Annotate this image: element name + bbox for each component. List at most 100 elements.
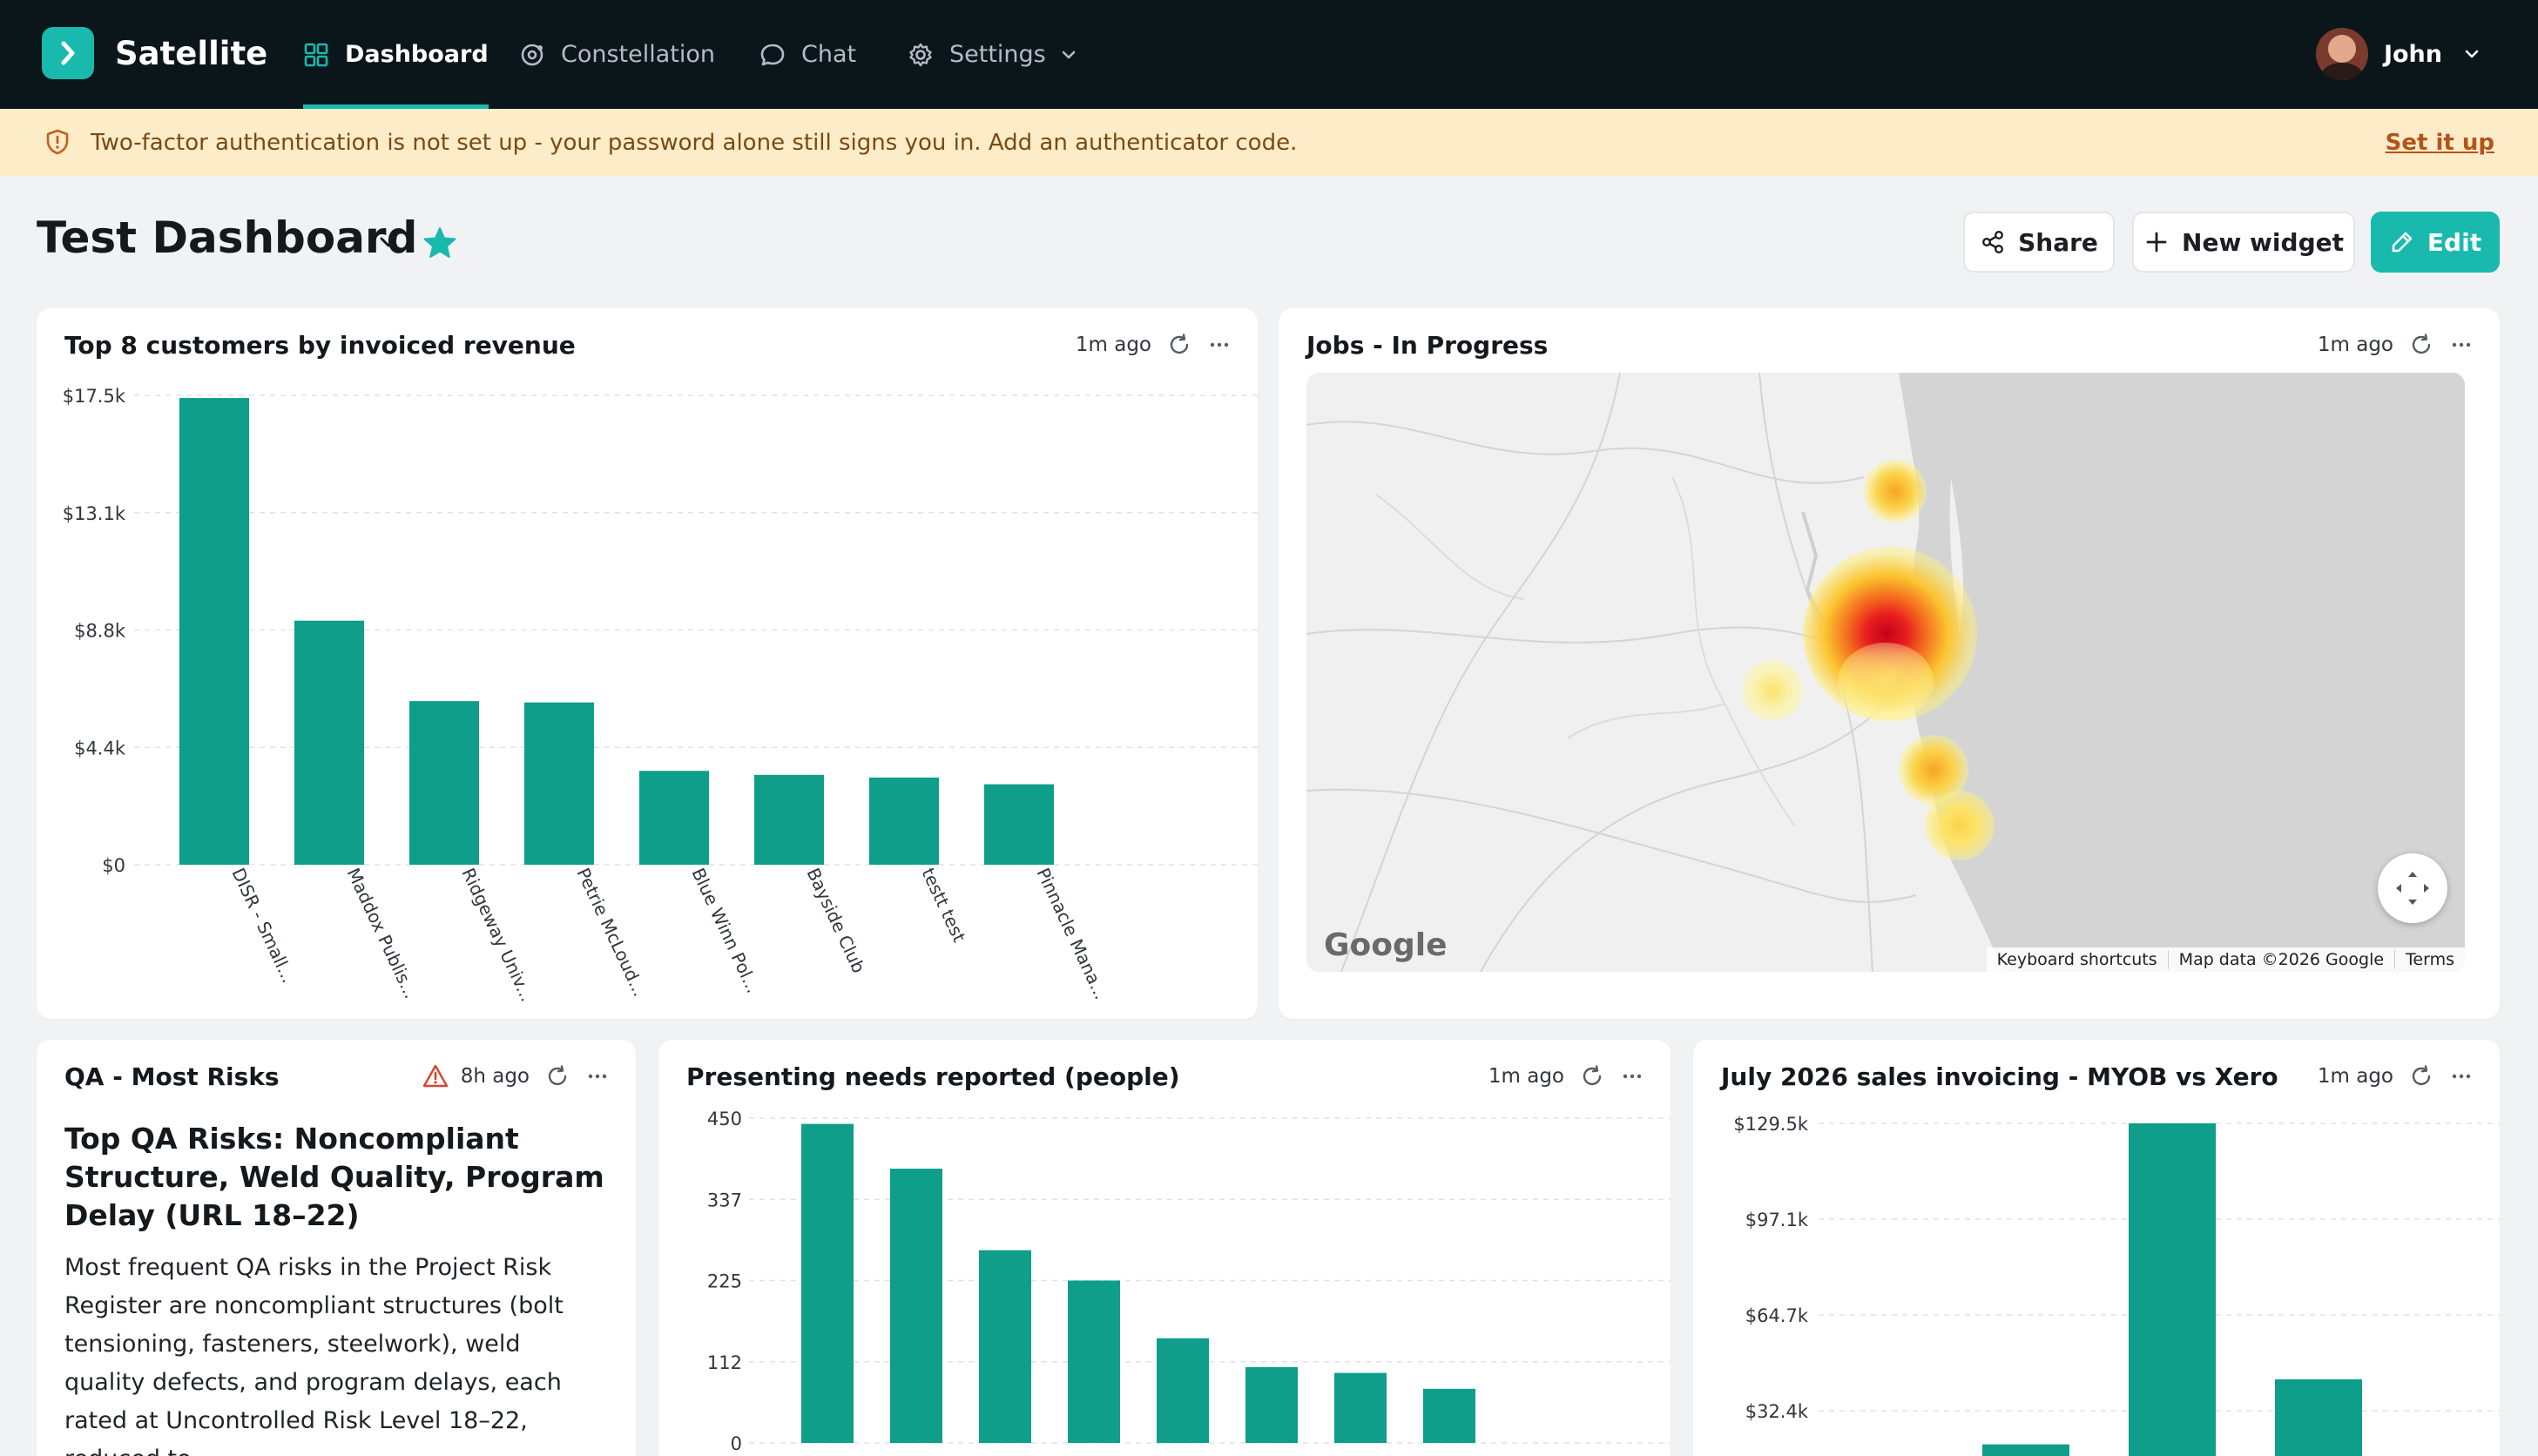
user-menu[interactable]: John <box>2315 26 2482 82</box>
grid-icon <box>304 43 328 66</box>
bar <box>754 774 824 865</box>
widget-meta: 1m ago <box>2318 1059 2474 1094</box>
widget-meta: 1m ago <box>1488 1059 1644 1094</box>
bar <box>1068 1280 1120 1443</box>
heat-spot <box>1864 460 1927 522</box>
heat-spot <box>1838 643 1934 721</box>
widget-title: Top 8 customers by invoiced revenue <box>64 331 576 360</box>
more-icon[interactable] <box>1207 333 1232 357</box>
x-tick-label: Bayside Club <box>802 865 869 976</box>
bar <box>1334 1372 1387 1443</box>
more-icon[interactable] <box>1620 1064 1644 1089</box>
brand-logo-icon <box>42 27 94 79</box>
share-label: Share <box>2018 227 2098 257</box>
bar <box>1157 1338 1209 1443</box>
pencil-icon <box>2392 232 2413 253</box>
y-tick-label: $129.5k <box>1733 1114 1808 1135</box>
two-factor-banner: Two-factor authentication is not set up … <box>0 109 2538 176</box>
shield-alert-icon <box>46 129 69 155</box>
chevron-down-icon <box>1062 51 1076 58</box>
bar <box>639 771 709 865</box>
bar <box>979 1250 1031 1443</box>
widget-meta: 1m ago <box>2318 327 2474 362</box>
orbit-icon <box>521 44 543 65</box>
y-tick-label: 337 <box>707 1190 742 1210</box>
nav-constellation[interactable]: Constellation <box>519 0 715 109</box>
y-tick-label: $97.1k <box>1745 1210 1809 1230</box>
fullscreen-button[interactable] <box>2378 853 2447 923</box>
qa-summary-body: Most frequent QA risks in the Project Ri… <box>64 1254 564 1456</box>
bar <box>179 398 249 866</box>
refresh-icon[interactable] <box>545 1064 570 1089</box>
terms-link[interactable]: Terms <box>2394 950 2465 969</box>
bar <box>1245 1366 1298 1443</box>
edit-label: Edit <box>2427 227 2482 257</box>
star-icon[interactable] <box>422 225 458 261</box>
chat-icon <box>760 44 785 65</box>
widget-meta: 1m ago <box>1076 327 1232 362</box>
widget-title: Jobs - In Progress <box>1306 331 1549 360</box>
brand-name: Satellite <box>115 34 268 72</box>
refresh-icon[interactable] <box>1167 333 1191 357</box>
x-tick-label: DISR - Small... <box>227 865 299 986</box>
widget-top-customers: Top 8 customers by invoiced revenue 1m a… <box>37 308 1258 1019</box>
heatmap-map[interactable]: Google Keyboard shortcuts Map data ©2026… <box>1306 373 2465 972</box>
user-name: John <box>2383 40 2442 68</box>
y-tick-label: 225 <box>707 1271 742 1292</box>
x-tick-label: Petrie McLoud... <box>572 865 650 1000</box>
avatar <box>2315 28 2368 80</box>
x-tick-label: Maddox Publis... <box>342 865 421 1001</box>
y-tick-label: $17.5k <box>63 386 126 407</box>
y-tick-label: 450 <box>707 1109 742 1129</box>
set-it-up-link[interactable]: Set it up <box>2385 129 2494 156</box>
customers-bar-chart: $0 $4.4k $8.8k $13.1k $17.5k DISR - Small... M… <box>63 386 1258 1005</box>
qa-summary-heading: Top QA Risks: Noncompliant Structure, We… <box>64 1122 604 1232</box>
keyboard-shortcuts-link[interactable]: Keyboard shortcuts <box>1996 950 2157 969</box>
widget-qa-risks: QA - Most Risks 8h ago Top QA Risks: Non… <box>37 1040 636 1456</box>
x-tick-label: Blue Winn Pol... <box>687 865 763 996</box>
refresh-icon[interactable] <box>2409 333 2433 357</box>
y-tick-label: $13.1k <box>63 503 126 524</box>
y-tick-label: 112 <box>707 1352 742 1373</box>
new-widget-label: New widget <box>2182 227 2344 257</box>
bar <box>984 784 1054 865</box>
google-logo: Google <box>1324 927 1448 963</box>
x-tick-label: testt test <box>917 865 969 946</box>
more-icon[interactable] <box>2449 333 2474 357</box>
x-tick-label: Ridgeway Univ... <box>457 865 537 1005</box>
edit-button[interactable]: Edit <box>2371 212 2500 273</box>
nav-settings[interactable]: Settings <box>908 0 1079 109</box>
share-button[interactable]: Share <box>1963 212 2115 273</box>
map-data-attribution: Map data ©2026 Google <box>2167 950 2394 969</box>
bar <box>409 701 479 865</box>
bar <box>2129 1123 2216 1456</box>
nav-chat[interactable]: Chat <box>759 0 856 109</box>
page-title: Test Dashboard <box>37 212 418 263</box>
widget-presenting-needs: Presenting needs reported (people) 1m ag… <box>658 1040 1671 1456</box>
sales-bar-chart: $32.4k $64.7k $97.1k $129.5k <box>1733 1114 2500 1456</box>
bar <box>524 702 594 865</box>
chevron-down-icon[interactable] <box>375 228 402 256</box>
updated-time: 1m ago <box>1075 334 1151 356</box>
bar <box>869 777 939 865</box>
share-icon <box>1982 231 2004 254</box>
nav-dashboard[interactable]: Dashboard <box>303 0 489 109</box>
nav-settings-label: Settings <box>949 41 1046 68</box>
bar <box>801 1123 854 1443</box>
refresh-icon[interactable] <box>1580 1064 1604 1089</box>
new-widget-button[interactable]: New widget <box>2132 212 2355 273</box>
fullscreen-icon <box>2396 872 2429 905</box>
banner-message: Two-factor authentication is not set up … <box>91 129 1298 156</box>
widget-meta: 8h ago <box>422 1059 610 1094</box>
refresh-icon[interactable] <box>2409 1064 2433 1089</box>
widget-sales-invoicing: July 2026 sales invoicing - MYOB vs Xero… <box>1693 1040 2500 1456</box>
brand[interactable]: Satellite <box>42 27 267 79</box>
updated-time: 1m ago <box>2317 334 2393 356</box>
y-tick-label: $4.4k <box>74 738 126 758</box>
x-tick-label: Pinnacle Mana... <box>1032 865 1111 1002</box>
more-icon[interactable] <box>585 1064 610 1089</box>
updated-time: 8h ago <box>460 1065 530 1088</box>
map-credits: Keyboard shortcuts Map data ©2026 Google… <box>1986 947 2465 972</box>
more-icon[interactable] <box>2449 1064 2474 1089</box>
widget-title: Presenting needs reported (people) <box>686 1062 1180 1091</box>
